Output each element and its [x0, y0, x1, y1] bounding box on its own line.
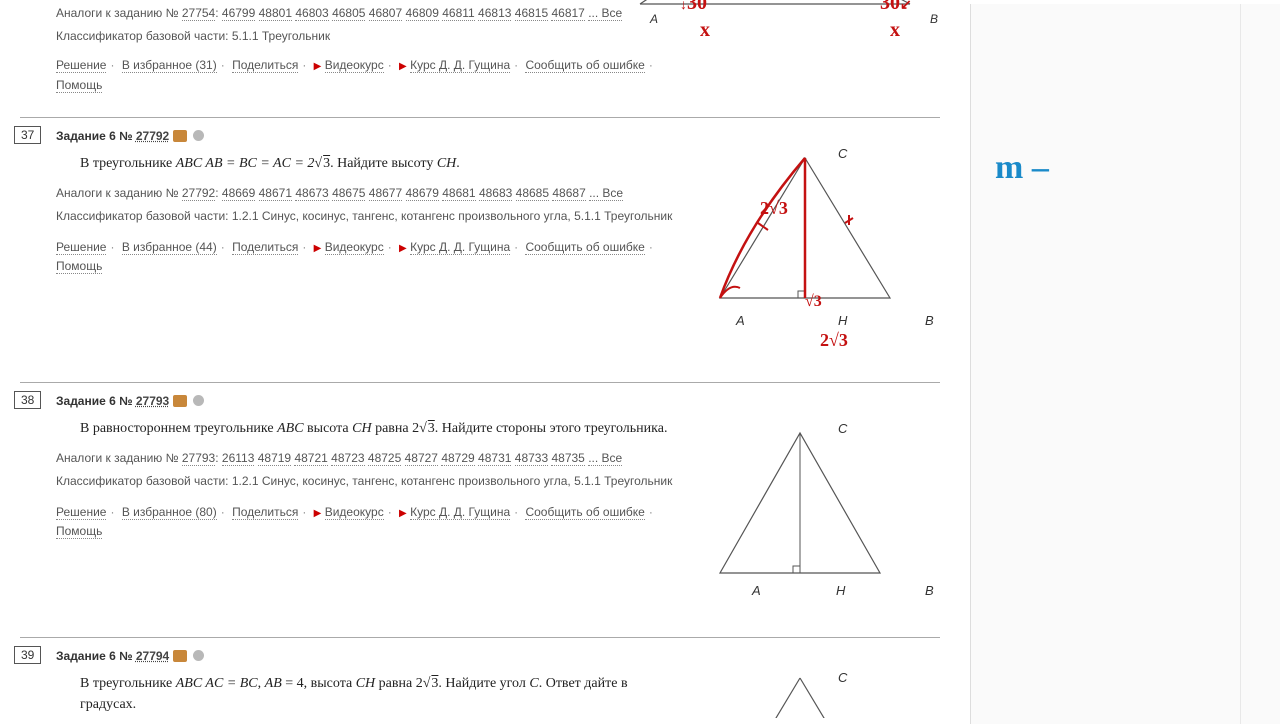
briefcase-icon[interactable]: [173, 650, 187, 662]
analog-row: Аналоги к заданию № 27792: 48669 48671 4…: [56, 184, 676, 203]
status-dot-icon: [193, 650, 204, 661]
solve-link[interactable]: Решение: [56, 240, 106, 255]
analog-main-link[interactable]: 27793: [182, 451, 215, 466]
classifier: Классификатор базовой части: 1.2.1 Синус…: [56, 207, 676, 226]
play-icon: ▶: [399, 508, 407, 519]
solve-link[interactable]: Решение: [56, 505, 106, 520]
fav-link[interactable]: В избранное (31): [122, 58, 217, 73]
actions-row: Решение· В избранное (44)· Поделиться· ▶…: [56, 238, 676, 276]
fav-link[interactable]: В избранное (80): [122, 505, 217, 520]
classifier: Классификатор базовой части: 1.2.1 Синус…: [56, 472, 676, 491]
triangle-diagram-39: [700, 668, 900, 718]
play-icon: ▶: [314, 243, 322, 254]
triangle-diagram-37: [690, 138, 920, 328]
right-panel: [970, 4, 1280, 724]
task-number: 39: [14, 646, 41, 664]
task-36-partial: Аналоги к заданию № 27754: 46799 48801 4…: [20, 4, 940, 107]
actions-row: Решение· В избранное (80)· Поделиться· ▶…: [56, 503, 676, 541]
course-link[interactable]: Курс Д. Д. Гущина: [410, 240, 510, 255]
analog-main-link[interactable]: 27792: [182, 186, 215, 201]
classifier: Классификатор базовой части: 5.1.1 Треуг…: [56, 27, 676, 46]
task-id-link[interactable]: 27794: [136, 649, 169, 663]
share-link[interactable]: Поделиться: [232, 240, 298, 255]
course-link[interactable]: Курс Д. Д. Гущина: [410, 505, 510, 520]
briefcase-icon[interactable]: [173, 395, 187, 407]
play-icon: ▶: [314, 508, 322, 519]
triangle-diagram-38: [700, 413, 900, 593]
report-link[interactable]: Сообщить об ошибке: [525, 505, 644, 520]
video-link[interactable]: Видеокурс: [325, 505, 384, 520]
course-link[interactable]: Курс Д. Д. Гущина: [410, 58, 510, 73]
task-id-link[interactable]: 27792: [136, 129, 169, 143]
briefcase-icon[interactable]: [173, 130, 187, 142]
task-38: 38 Задание 6 № 27793 В равностороннем тр…: [20, 382, 940, 627]
report-link[interactable]: Сообщить об ошибке: [525, 240, 644, 255]
task-number: 37: [14, 126, 41, 144]
fav-link[interactable]: В избранное (44): [122, 240, 217, 255]
report-link[interactable]: Сообщить об ошибке: [525, 58, 644, 73]
analog-row: Аналоги к заданию № 27754: 46799 48801 4…: [56, 4, 676, 23]
label-B: B: [925, 313, 934, 328]
play-icon: ▶: [399, 243, 407, 254]
label-B: B: [925, 583, 934, 598]
solve-link[interactable]: Решение: [56, 58, 106, 73]
problem-text: В треугольнике ABC AC = BC, AB = 4, высо…: [80, 673, 680, 715]
task-number: 38: [14, 391, 41, 409]
task-39: 39 Задание 6 № 27794 В треугольнике ABC …: [20, 637, 940, 728]
video-link[interactable]: Видеокурс: [325, 240, 384, 255]
problem-text: В равностороннем треугольнике ABC высота…: [80, 418, 680, 439]
play-icon: ▶: [399, 61, 407, 72]
help-link[interactable]: Помощь: [56, 259, 102, 274]
task-header: Задание 6 № 27794: [56, 648, 940, 663]
status-dot-icon: [193, 130, 204, 141]
analog-more-link[interactable]: ... Все: [588, 6, 622, 21]
share-link[interactable]: Поделиться: [232, 505, 298, 520]
analog-more-link[interactable]: ... Все: [588, 451, 622, 466]
main-content: Аналоги к заданию № 27754: 46799 48801 4…: [0, 4, 960, 728]
label-B: B: [930, 12, 938, 26]
play-icon: ▶: [314, 61, 322, 72]
task-header: Задание 6 № 27793: [56, 393, 940, 408]
task-37: 37 Задание 6 № 27792 В треугольнике ABC …: [20, 117, 940, 372]
task-id-link[interactable]: 27793: [136, 394, 169, 408]
help-link[interactable]: Помощь: [56, 78, 102, 93]
actions-row: Решение· В избранное (31)· Поделиться· ▶…: [56, 56, 676, 94]
status-dot-icon: [193, 395, 204, 406]
analog-row: Аналоги к заданию № 27793: 26113 48719 4…: [56, 449, 676, 468]
analog-more-link[interactable]: ... Все: [589, 186, 623, 201]
help-link[interactable]: Помощь: [56, 524, 102, 539]
hand-bottom: 2√3: [820, 330, 848, 351]
analog-main-link[interactable]: 27754: [182, 6, 215, 21]
triangle-diagram-36: [630, 0, 930, 34]
share-link[interactable]: Поделиться: [232, 58, 298, 73]
video-link[interactable]: Видеокурс: [325, 58, 384, 73]
problem-text: В треугольнике ABC AB = BC = AC = 2√3. Н…: [80, 153, 680, 174]
